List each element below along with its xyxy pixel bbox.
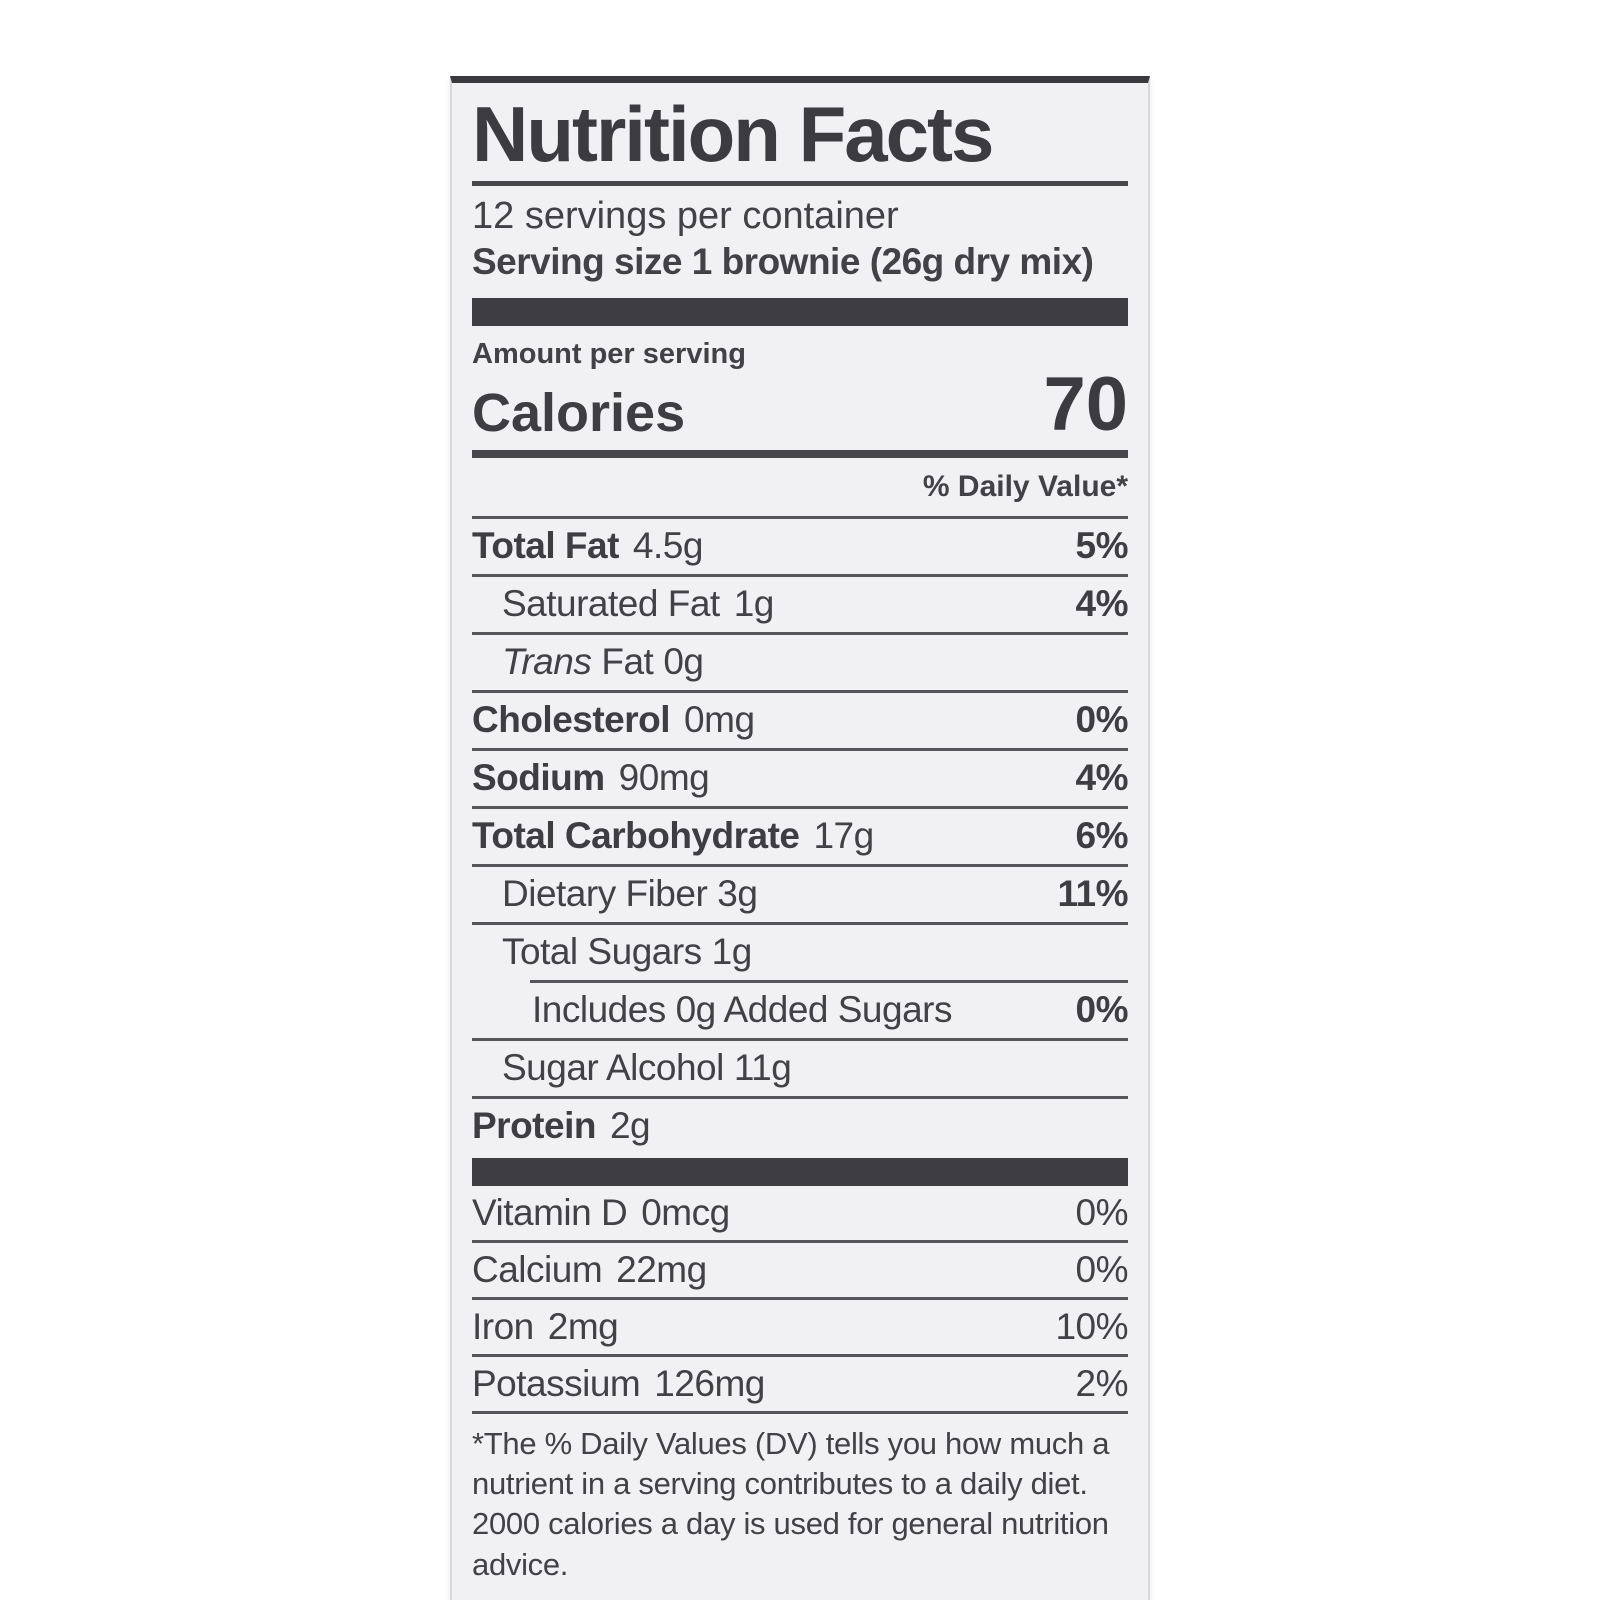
nutrient-name: Total Fat (472, 525, 619, 567)
servings-per-container: 12 servings per container (472, 195, 899, 237)
label-title: Nutrition Facts (472, 90, 994, 178)
vitamin-dv: 2% (1075, 1362, 1129, 1404)
footnote-divider (472, 1410, 1128, 1414)
daily-value-footnote: *The % Daily Values (DV) tells you how m… (472, 1425, 1110, 1582)
nutrient-name: Includes 0g Added Sugars (532, 989, 953, 1031)
nutrient-dv: 5% (1075, 525, 1129, 567)
amount-per-serving-label: Amount per serving (472, 338, 746, 371)
vitamin-row-vitamin-d: Vitamin D 0mcg 0% (472, 1186, 1129, 1240)
nutrient-row-sodium: Sodium 90mg 4% (472, 751, 1129, 806)
row-divider (472, 1095, 1128, 1099)
serving-size-label: Serving size (472, 240, 682, 282)
vitamin-row-calcium: Calcium 22mg 0% (472, 1243, 1129, 1297)
nutrient-amount: 4.5g (632, 525, 704, 567)
nutrient-amount: 3g (717, 873, 758, 915)
nutrient-name: Sugar Alcohol (502, 1047, 724, 1089)
nutrient-dv: 4% (1075, 757, 1129, 799)
row-divider (472, 1037, 1128, 1041)
nutrient-dv: 0% (1075, 699, 1129, 741)
vitamin-amount: 2mg (547, 1305, 619, 1347)
calories-value: 70 (1043, 362, 1128, 448)
nutrient-name: Total Carbohydrate (472, 815, 800, 857)
row-divider (472, 747, 1128, 751)
row-divider-indented (530, 979, 1128, 983)
calories-label: Calories (472, 382, 686, 443)
row-divider (472, 863, 1128, 867)
vitamin-name: Calcium (472, 1248, 603, 1290)
row-divider (472, 1296, 1128, 1300)
row-divider (472, 805, 1128, 809)
nutrient-amount: 0mg (684, 699, 755, 741)
vitamin-row-iron: Iron 2mg 10% (472, 1300, 1128, 1354)
nutrient-row-dietary-fiber: Dietary Fiber 3g 11% (472, 867, 1128, 922)
calories-row: Calories 70 (472, 362, 1128, 448)
nutrient-row-total-carbohydrate: Total Carbohydrate 17g 6% (472, 809, 1129, 864)
nutrient-dv: 0% (1075, 989, 1129, 1031)
nutrient-amount: 11g (733, 1047, 792, 1089)
vitamin-name: Vitamin D (472, 1191, 628, 1233)
thick-separator-bar-bottom (472, 1157, 1128, 1186)
nutrient-row-sugar-alcohol: Sugar Alcohol 11g (472, 1041, 1128, 1096)
row-divider (472, 921, 1128, 925)
nutrient-name: Cholesterol (472, 699, 671, 741)
nutrient-amount: 90mg (618, 757, 710, 799)
vitamin-name: Potassium (472, 1362, 641, 1404)
nutrition-facts-label: Nutrition Facts 12 servings per containe… (450, 76, 1150, 1600)
nutrient-name: Total Sugars (502, 931, 702, 973)
nutrient-dv: 11% (1057, 873, 1128, 915)
row-divider (472, 689, 1128, 693)
nutrient-amount: 1g (733, 583, 775, 625)
nutrient-row-trans-fat: Trans Fat 0g (472, 635, 1128, 690)
vitamin-name: Iron (472, 1305, 534, 1347)
nutrient-name: Sodium (472, 757, 605, 799)
thick-separator-bar-top (472, 298, 1128, 327)
row-divider (472, 1353, 1128, 1357)
nutrient-name: Dietary Fiber (502, 873, 708, 915)
row-divider (472, 573, 1128, 577)
nutrient-amount: 2g (609, 1105, 651, 1147)
nutrient-name: Saturated Fat (502, 583, 720, 625)
nutrient-name: Protein (472, 1105, 596, 1147)
calories-divider (472, 449, 1128, 458)
row-divider (472, 1239, 1128, 1243)
serving-size-line: Serving size 1 brownie (26g dry mix) (472, 240, 1128, 283)
nutrient-amount: 0g (663, 641, 704, 683)
nutrient-amount: 17g (813, 815, 874, 857)
nutrient-row-cholesterol: Cholesterol 0mg 0% (472, 693, 1129, 748)
nutrient-name-italic: Trans (502, 641, 592, 683)
row-divider (472, 515, 1128, 519)
nutrient-row-protein: Protein 2g (472, 1099, 1128, 1154)
nutrient-row-added-sugars: Includes 0g Added Sugars 0% (472, 983, 1129, 1038)
vitamin-dv: 10% (1055, 1305, 1128, 1347)
nutrient-row-total-sugars: Total Sugars 1g (472, 925, 1128, 980)
serving-size-value: 1 brownie (26g dry mix) (691, 240, 1094, 282)
nutrient-amount: 1g (711, 931, 753, 973)
daily-value-header: % Daily Value* (922, 469, 1128, 503)
nutrient-dv: 6% (1075, 815, 1129, 857)
vitamin-row-potassium: Potassium 126mg 2% (472, 1357, 1129, 1411)
vitamin-amount: 22mg (616, 1248, 707, 1290)
vitamin-amount: 126mg (654, 1362, 765, 1404)
vitamin-dv: 0% (1075, 1248, 1129, 1290)
nutrient-dv: 4% (1075, 583, 1129, 625)
nutrient-row-saturated-fat: Saturated Fat 1g 4% (472, 577, 1129, 632)
vitamin-amount: 0mcg (641, 1191, 730, 1233)
title-divider (472, 181, 1128, 186)
nutrient-row-total-fat: Total Fat 4.5g 5% (472, 519, 1129, 574)
nutrient-name: Fat (601, 641, 654, 683)
vitamin-dv: 0% (1075, 1191, 1129, 1233)
row-divider (472, 631, 1128, 635)
